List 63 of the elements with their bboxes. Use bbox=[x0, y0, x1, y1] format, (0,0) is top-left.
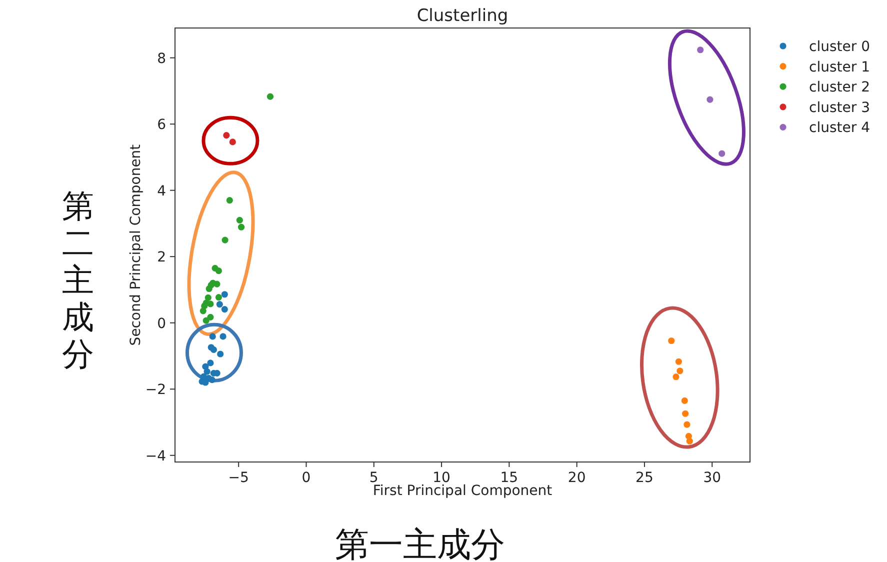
x-tick-label: 10 bbox=[432, 470, 450, 486]
point bbox=[668, 337, 675, 344]
point bbox=[675, 358, 682, 365]
point bbox=[220, 333, 226, 340]
x-tick-label: −5 bbox=[228, 470, 249, 486]
point bbox=[216, 301, 223, 308]
point bbox=[238, 224, 245, 230]
point bbox=[204, 294, 212, 301]
point bbox=[202, 379, 209, 386]
point bbox=[200, 308, 206, 314]
point bbox=[221, 306, 228, 313]
point bbox=[718, 150, 726, 157]
y-tick-label: 2 bbox=[157, 250, 166, 266]
x-tick-label: 15 bbox=[500, 470, 518, 486]
point bbox=[222, 236, 228, 244]
y-tick-label: 8 bbox=[157, 50, 166, 67]
y-tick-label: 6 bbox=[157, 117, 166, 134]
chart-title: Clusterling bbox=[416, 6, 508, 26]
y-tick-label: −4 bbox=[145, 448, 166, 464]
point bbox=[681, 397, 688, 404]
point bbox=[223, 132, 230, 139]
point bbox=[215, 268, 222, 274]
point bbox=[204, 368, 210, 375]
y-tick-label: 4 bbox=[157, 183, 166, 200]
point bbox=[684, 421, 690, 428]
point bbox=[672, 374, 680, 380]
point bbox=[221, 291, 228, 298]
point bbox=[229, 138, 236, 146]
point bbox=[706, 96, 714, 103]
x-tick-label: 5 bbox=[369, 470, 378, 486]
text: 第二主成分 bbox=[62, 187, 95, 373]
point bbox=[206, 285, 212, 292]
y-tick-label: 0 bbox=[157, 316, 166, 332]
x-tick-label: 30 bbox=[703, 470, 722, 486]
point bbox=[214, 280, 220, 288]
point bbox=[215, 294, 222, 301]
legend-label: cluster 4 bbox=[809, 120, 870, 136]
text: 第一主成分 bbox=[334, 524, 506, 562]
point bbox=[207, 300, 214, 308]
y-tick-label: −2 bbox=[145, 382, 166, 398]
x-axis-title: First Principal Component bbox=[372, 483, 553, 499]
legend-label: cluster 2 bbox=[809, 80, 870, 96]
point bbox=[207, 360, 214, 366]
point bbox=[209, 333, 216, 340]
legend-label: cluster 3 bbox=[809, 100, 870, 116]
point bbox=[682, 410, 689, 417]
legend-label: cluster 0 bbox=[809, 39, 870, 55]
x-tick-label: 20 bbox=[568, 470, 586, 486]
x-tick-label: 0 bbox=[302, 470, 311, 486]
point bbox=[236, 216, 243, 224]
y-axis-title: Second Principal Component bbox=[128, 144, 144, 346]
point bbox=[210, 346, 217, 353]
point bbox=[266, 93, 274, 100]
point bbox=[686, 438, 693, 444]
point bbox=[217, 350, 224, 358]
point bbox=[697, 46, 704, 54]
point bbox=[226, 196, 233, 204]
point bbox=[202, 317, 210, 324]
point bbox=[676, 368, 684, 374]
x-tick-label: 25 bbox=[636, 470, 654, 486]
point bbox=[208, 376, 216, 384]
point bbox=[207, 314, 214, 321]
legend-label: cluster 1 bbox=[809, 59, 870, 76]
